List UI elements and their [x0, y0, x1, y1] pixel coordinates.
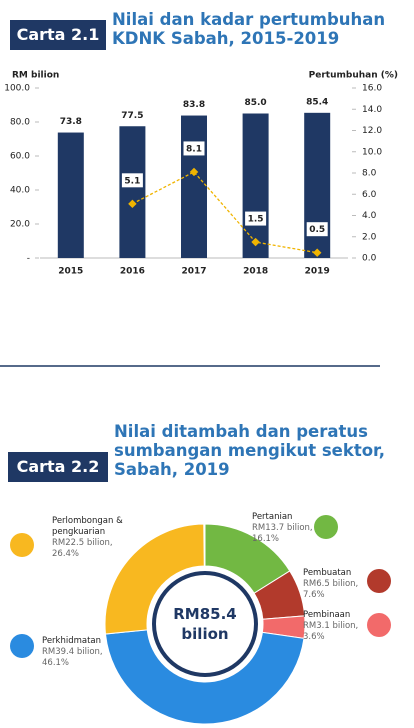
- chart-title: Nilai ditambah dan peratus sumbangan men…: [114, 422, 386, 479]
- bar: [181, 115, 207, 258]
- sector-name: Perlombongan & pengkuarian: [52, 516, 123, 537]
- sector-icon: [314, 515, 338, 539]
- sector-amount: RM13.7 bilion,: [252, 523, 313, 533]
- marker: [128, 199, 137, 209]
- value-label: 83.8: [183, 100, 205, 110]
- value-label: 0.5: [309, 225, 325, 235]
- y-tick-label: 40.0: [10, 186, 30, 196]
- sector-name: Pertanian: [252, 512, 293, 522]
- value-label: 77.5: [121, 111, 143, 121]
- sector-percent: 16.1%: [252, 534, 280, 544]
- x-tick-label: 2016: [120, 267, 145, 277]
- sector-icon: [367, 569, 391, 593]
- value-label: 85.4: [306, 97, 328, 107]
- sector-percent: 3.6%: [303, 632, 325, 642]
- y2-tick-label: 8.0: [362, 169, 377, 179]
- axis-label: RM bilion: [12, 71, 59, 81]
- value-label: 73.8: [60, 117, 82, 127]
- line: [132, 171, 318, 254]
- y2-tick-label: 16.0: [362, 84, 382, 94]
- marker: [189, 167, 199, 177]
- sector-name: Perkhidmatan: [42, 636, 102, 646]
- bar: [119, 126, 146, 258]
- y2-tick-label: 14.0: [362, 105, 382, 115]
- y-tick-label: 100.0: [4, 84, 30, 94]
- donut-segment: [104, 523, 205, 635]
- y2-tick-label: 12.0: [362, 126, 382, 136]
- sector-amount: RM22.5 bilion,: [52, 538, 113, 548]
- marker: [312, 248, 322, 257]
- chart-tag: Carta 2.2: [8, 452, 108, 482]
- value-label: 8.1: [186, 144, 202, 154]
- axis-label: Pertumbuhan (%): [309, 71, 398, 81]
- sector-percent: 26.4%: [52, 549, 80, 559]
- y2-tick-label: 6.0: [362, 190, 377, 200]
- x-tick-label: 2017: [181, 267, 206, 277]
- bar: [242, 113, 269, 258]
- sector-icon: [367, 613, 391, 637]
- y2-tick-label: 4.0: [362, 211, 377, 221]
- value-label: 5.1: [124, 176, 140, 186]
- sector-label: Perkhidmatan RM39.4 bilion, 46.1%: [42, 636, 134, 669]
- x-tick-label: 2018: [243, 267, 268, 277]
- value-label: 85.0: [244, 98, 266, 108]
- y-tick-label: 20.0: [10, 220, 30, 230]
- label-box: [244, 210, 268, 227]
- label-box: [182, 140, 206, 157]
- sector-label: Pembinaan RM3.1 bilion, 3.6%: [303, 610, 395, 643]
- sector-percent: 7.6%: [303, 590, 325, 600]
- sector-icon: [10, 533, 34, 557]
- sector-label: Perlombongan & pengkuarian RM22.5 bilion,…: [52, 516, 144, 560]
- sector-percent: 46.1%: [42, 658, 70, 668]
- y-tick-label: 80.0: [10, 118, 30, 128]
- marker: [251, 237, 260, 247]
- sector-label: Pertanian RM13.7 bilion, 16.1%: [252, 512, 344, 545]
- y2-tick-label: 0.0: [362, 254, 377, 264]
- y2-tick-label: 2.0: [362, 232, 377, 242]
- y-tick-label: 60.0: [10, 152, 30, 162]
- x-tick-label: 2015: [58, 267, 83, 277]
- sector-icon: [10, 634, 34, 658]
- bar: [57, 132, 84, 258]
- sector-amount: RM6.5 bilion,: [303, 579, 359, 589]
- sector-amount: RM39.4 bilion,: [42, 647, 103, 657]
- y2-tick-label: 10.0: [362, 147, 382, 157]
- donut-segment: [104, 629, 305, 725]
- sector-name: Pembinaan: [303, 610, 351, 620]
- value-label: 1.5: [248, 215, 264, 225]
- y-tick-label: -: [27, 254, 30, 264]
- sector-name: Pembuatan: [303, 568, 352, 578]
- chart-tag: Carta 2.1: [10, 20, 106, 50]
- chart-title: Nilai dan kadar pertumbuhan KDNK Sabah, …: [112, 10, 386, 48]
- center-ring: [152, 571, 258, 677]
- label-box: [120, 172, 144, 189]
- sector-amount: RM3.1 bilion,: [303, 621, 359, 631]
- x-tick-label: 2019: [305, 267, 330, 277]
- sector-label: Pembuatan RM6.5 bilion, 7.6%: [303, 568, 395, 601]
- label-box: [305, 221, 329, 238]
- center-label: RM85.4 bilion: [173, 605, 237, 643]
